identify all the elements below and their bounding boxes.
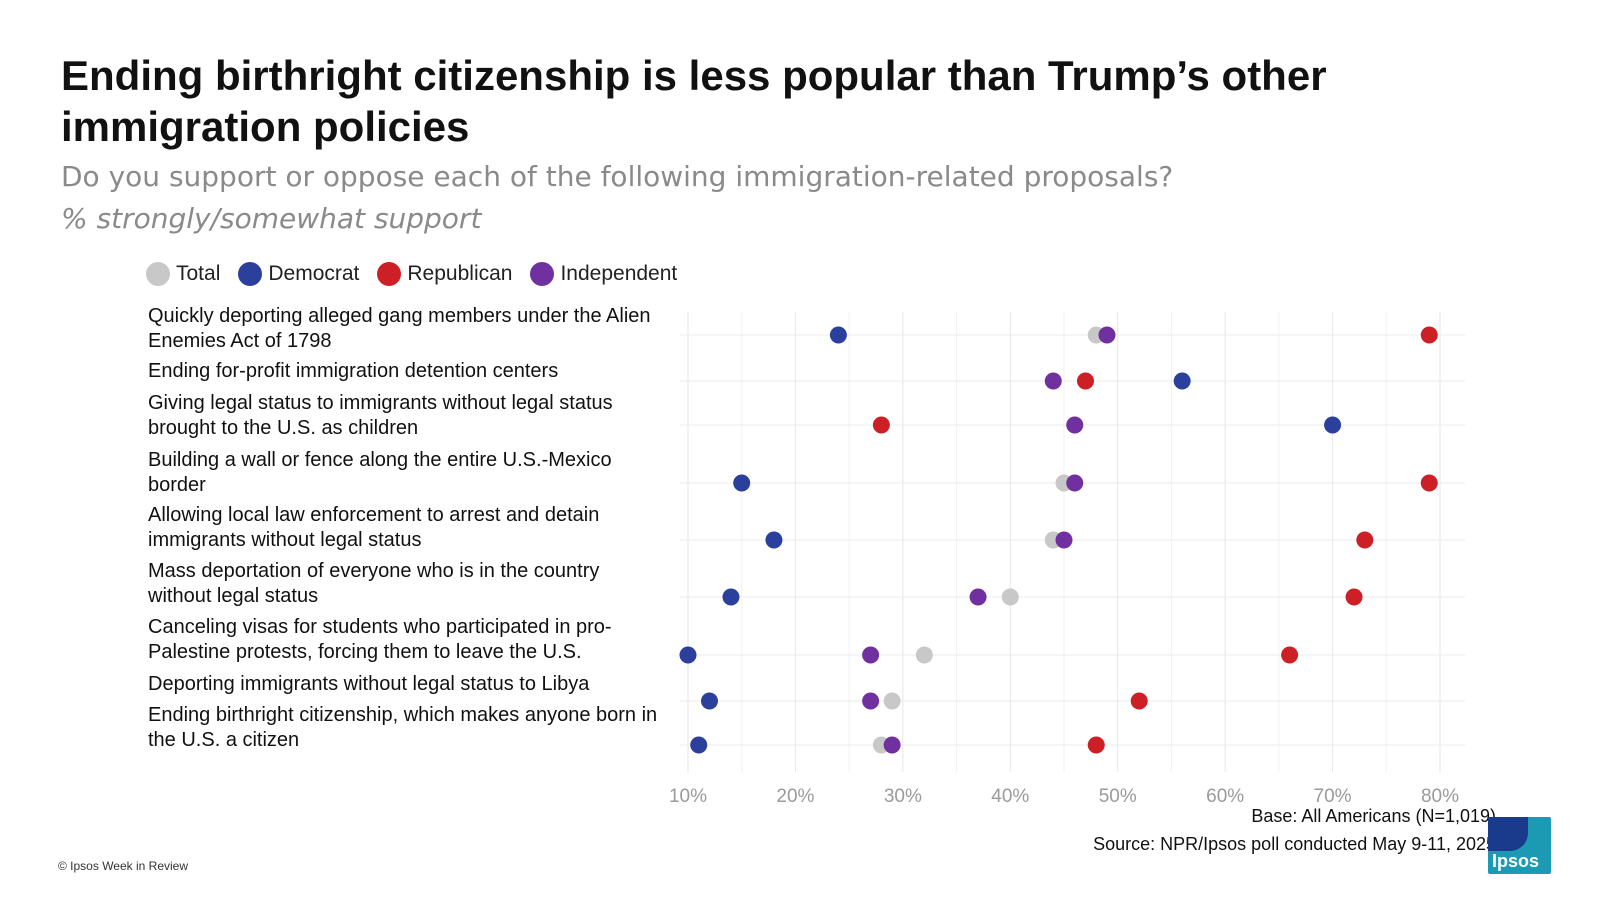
row-label: Ending birthright citizenship, which mak… <box>148 704 658 751</box>
row-label: Allowing local law enforcement to arrest… <box>148 504 600 551</box>
dot-democrat <box>1324 416 1342 434</box>
dot-independent <box>1044 372 1062 390</box>
dot-republican <box>1076 372 1094 390</box>
row-label: Building a wall or fence along the entir… <box>148 449 612 496</box>
copyright: © Ipsos Week in Review <box>58 859 189 873</box>
dot-independent <box>1055 531 1073 549</box>
row-label: Giving legal status to immigrants withou… <box>148 392 613 439</box>
base-note: Base: All Americans (N=1,019) <box>1251 806 1496 826</box>
dot-democrat <box>765 531 783 549</box>
dot-democrat <box>1173 372 1191 390</box>
x-tick-label: 80% <box>1421 786 1459 807</box>
x-tick-label: 60% <box>1206 786 1244 807</box>
dot-independent <box>862 646 880 664</box>
dot-independent <box>1066 474 1084 492</box>
dot-republican <box>1420 474 1438 492</box>
x-tick-label: 40% <box>991 786 1029 807</box>
legend-label-total: Total <box>176 262 221 285</box>
dot-total <box>883 692 901 710</box>
dot-democrat <box>829 326 847 344</box>
dot-independent <box>1066 416 1084 434</box>
legend: Total Democrat Republican Independent <box>146 262 695 286</box>
dot-independent <box>1098 326 1116 344</box>
legend-label-democrat: Democrat <box>268 262 360 285</box>
legend-label-republican: Republican <box>407 262 513 285</box>
legend-item-independent: Independent <box>530 262 677 286</box>
logo-text: Ipsos <box>1492 851 1540 871</box>
dot-republican <box>1345 588 1363 606</box>
dot-republican <box>1420 326 1438 344</box>
x-tick-label: 20% <box>776 786 814 807</box>
legend-dot-republican <box>377 262 402 286</box>
legend-item-republican: Republican <box>377 262 512 286</box>
x-tick-label: 30% <box>884 786 922 807</box>
dot-republican <box>872 416 890 434</box>
dot-republican <box>1356 531 1374 549</box>
legend-label-independent: Independent <box>560 262 678 285</box>
chart-subtitle-measure: % strongly/somewhat support <box>61 202 482 235</box>
x-tick-label: 50% <box>1099 786 1137 807</box>
dot-independent <box>969 588 987 606</box>
ipsos-logo: Ipsos <box>1488 817 1551 874</box>
dot-total <box>915 646 933 664</box>
dot-republican <box>1281 646 1299 664</box>
dot-republican <box>1130 692 1148 710</box>
row-label: Quickly deporting alleged gang members u… <box>148 305 651 352</box>
legend-dot-total <box>146 262 170 286</box>
chart-subtitle: Do you support or oppose each of the fol… <box>61 160 1174 193</box>
dot-democrat <box>722 588 740 606</box>
logo-shape <box>1488 817 1528 851</box>
x-tick-label: 70% <box>1314 786 1352 807</box>
legend-dot-democrat <box>238 262 263 286</box>
source-note: Source: NPR/Ipsos poll conducted May 9-1… <box>1093 834 1496 854</box>
dot-democrat <box>690 736 708 754</box>
dot-independent <box>862 692 880 710</box>
legend-item-democrat: Democrat <box>238 262 359 286</box>
dot-total <box>1001 588 1019 606</box>
dot-democrat <box>733 474 751 492</box>
dot-democrat <box>700 692 718 710</box>
dot-republican <box>1087 736 1105 754</box>
page-title: Ending birthright citizenship is less po… <box>61 52 1327 150</box>
dot-independent <box>883 736 901 754</box>
x-tick-label: 10% <box>669 786 707 807</box>
row-label: Deporting immigrants without legal statu… <box>148 673 590 695</box>
row-label: Mass deportation of everyone who is in t… <box>148 560 600 607</box>
row-label: Ending for-profit immigration detention … <box>148 360 559 382</box>
dot-democrat <box>679 646 697 664</box>
legend-item-total: Total <box>146 262 220 286</box>
legend-dot-independent <box>530 262 555 286</box>
row-label: Canceling visas for students who partici… <box>148 616 612 663</box>
